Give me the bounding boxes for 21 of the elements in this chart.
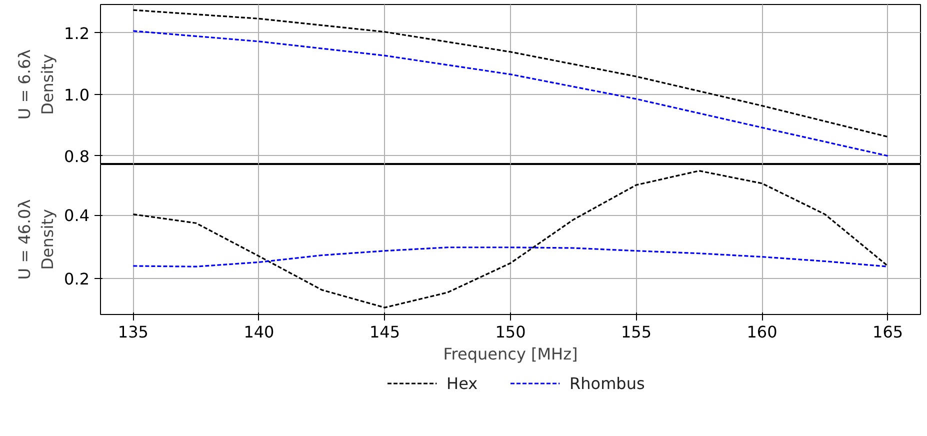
line-series [132, 30, 889, 157]
x-tick-label: 160 [746, 322, 778, 342]
y-tick-label: 0.8 [64, 146, 90, 166]
x-axis-title: Frequency [MHz] [443, 344, 578, 364]
x-tick-label: 155 [620, 322, 652, 342]
y-axis-title: U = 46.0λ Density [15, 199, 58, 280]
x-tick-label: 165 [872, 322, 904, 342]
line-series [132, 246, 889, 268]
y-tick-label: 0.2 [64, 269, 90, 288]
y-tick-label: 1.0 [64, 85, 90, 104]
x-tick-label: 145 [369, 322, 400, 342]
x-tick-label: 135 [118, 322, 148, 342]
y-tick-label: 1.2 [64, 24, 90, 43]
legend-label: Rhombus [570, 374, 645, 393]
legend-label: Hex [446, 374, 478, 393]
y-axis-title: U = 6.6λ Density [15, 49, 58, 120]
line-series [132, 170, 889, 308]
x-tick-label: 150 [495, 322, 526, 342]
y-tick-label: 0.4 [64, 206, 90, 226]
x-tick-label: 140 [244, 322, 274, 342]
line-series [132, 9, 889, 138]
